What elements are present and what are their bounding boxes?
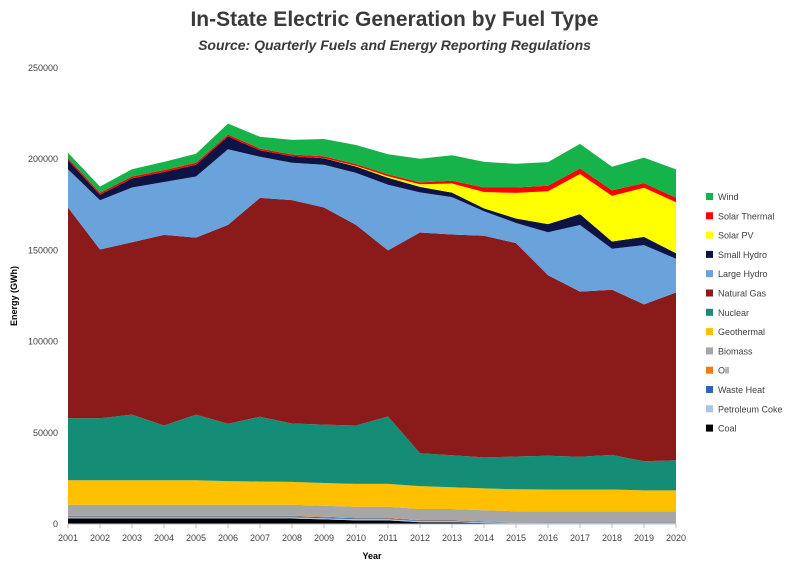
x-tick-label: 2006 — [218, 533, 238, 543]
legend-label: Geothermal — [718, 327, 765, 337]
x-tick-label: 2007 — [250, 533, 270, 543]
y-tick-label: 100000 — [28, 337, 58, 347]
x-tick-label: 2020 — [666, 533, 686, 543]
legend-swatch — [706, 386, 713, 393]
legend-swatch — [706, 328, 713, 336]
legend-label: Large Hydro — [718, 269, 768, 279]
area-waste-heat — [68, 516, 676, 523]
legend-swatch — [706, 270, 713, 278]
x-tick-label: 2019 — [634, 533, 654, 543]
area-series-group — [68, 123, 676, 524]
legend-item-nuclear: Nuclear — [706, 308, 749, 318]
legend-swatch — [706, 289, 713, 297]
chart-title: In-State Electric Generation by Fuel Typ… — [190, 8, 599, 31]
y-axis-title: Energy (GWh) — [9, 266, 19, 326]
legend-swatch — [706, 250, 713, 258]
legend-item-coal: Coal — [706, 424, 737, 434]
legend: Wind Solar Thermal Solar PV Small Hydro Larg… — [706, 192, 783, 434]
legend-item-solar-pv: Solar PV — [706, 231, 754, 241]
legend-item-biomass: Biomass — [706, 346, 753, 356]
x-tick-label: 2012 — [410, 533, 430, 543]
area-small-hydro — [68, 136, 676, 259]
x-tick-label: 2003 — [122, 533, 142, 543]
legend-item-natural-gas: Natural Gas — [706, 289, 767, 299]
legend-item-wind: Wind — [706, 192, 739, 202]
x-tick-label: 2009 — [314, 533, 334, 543]
x-tick-label: 2018 — [602, 533, 622, 543]
y-tick-label: 250000 — [28, 63, 58, 73]
legend-swatch — [706, 231, 713, 239]
legend-swatch — [706, 347, 713, 355]
legend-label: Wind — [718, 192, 739, 202]
area-solar-pv — [68, 136, 676, 254]
legend-item-solar-thermal: Solar Thermal — [706, 211, 774, 221]
x-tick-label: 2011 — [378, 533, 397, 543]
chart-subtitle: Source: Quarterly Fuels and Energy Repor… — [198, 37, 591, 53]
x-tick-label: 2004 — [154, 533, 174, 543]
area-large-hydro — [68, 149, 676, 305]
x-tick-label: 2016 — [538, 533, 558, 543]
y-tick-label: 0 — [53, 519, 58, 529]
y-tick-label: 150000 — [28, 245, 58, 255]
legend-swatch — [706, 366, 713, 374]
x-tick-label: 2017 — [570, 533, 590, 543]
area-petroleum-coke — [68, 517, 676, 524]
x-tick-label: 2001 — [58, 533, 78, 543]
legend-swatch — [706, 424, 713, 432]
legend-swatch — [706, 193, 713, 200]
legend-swatch — [706, 405, 713, 413]
y-tick-label: 50000 — [33, 428, 58, 438]
legend-item-petroleum-coke: Petroleum Coke — [706, 404, 783, 414]
legend-label: Petroleum Coke — [718, 404, 783, 414]
legend-label: Biomass — [718, 346, 753, 356]
x-tick-label: 2015 — [506, 533, 526, 543]
x-tick-label: 2002 — [90, 533, 110, 543]
legend-label: Waste Heat — [718, 385, 765, 395]
x-tick-label: 2013 — [442, 533, 462, 543]
area-wind — [68, 123, 676, 198]
area-natural-gas — [68, 197, 676, 462]
x-tick-label: 2008 — [282, 533, 302, 543]
legend-item-waste-heat: Waste Heat — [706, 385, 765, 395]
legend-label: Oil — [718, 366, 729, 376]
legend-item-small-hydro: Small Hydro — [706, 250, 767, 260]
legend-label: Natural Gas — [718, 289, 767, 299]
legend-label: Solar PV — [718, 231, 754, 241]
x-axis-title: Year — [362, 551, 382, 561]
area-geothermal — [68, 480, 676, 512]
x-tick-label: 2005 — [186, 533, 206, 543]
legend-swatch — [706, 212, 713, 220]
legend-label: Small Hydro — [718, 250, 767, 260]
y-tick-label: 200000 — [28, 154, 58, 164]
area-nuclear — [68, 414, 676, 491]
legend-item-geothermal: Geothermal — [706, 327, 765, 337]
legend-label: Solar Thermal — [718, 211, 774, 221]
legend-swatch — [706, 308, 713, 316]
legend-label: Coal — [718, 424, 737, 434]
x-tick-label: 2014 — [474, 533, 494, 543]
area-biomass — [68, 504, 676, 523]
legend-item-large-hydro: Large Hydro — [706, 269, 768, 279]
legend-label: Nuclear — [718, 308, 749, 318]
area-coal — [68, 518, 676, 524]
x-tick-label: 2010 — [346, 533, 366, 543]
legend-item-oil: Oil — [706, 366, 729, 376]
axes-group: 2001 2002 2003 2004 2005 2006 2007 2008 2009 2010… — [28, 63, 686, 543]
